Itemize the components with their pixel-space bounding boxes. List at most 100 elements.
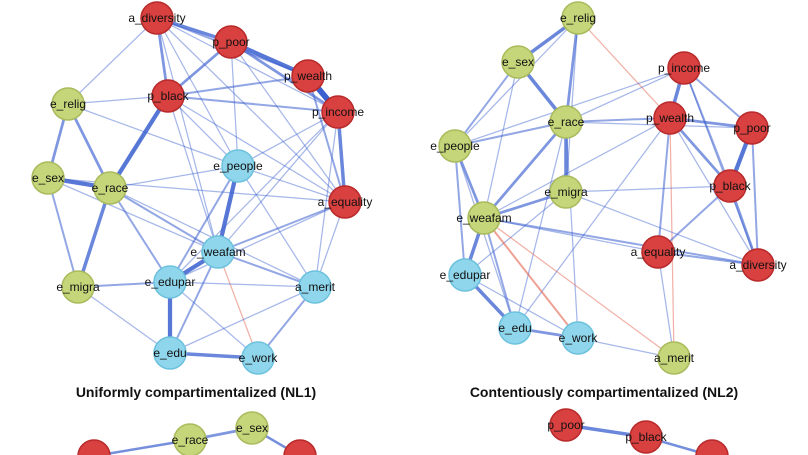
node-label: e_work (239, 351, 279, 365)
node-circle (735, 111, 769, 145)
node-cut-off (283, 439, 317, 455)
edge-e_weafam-e_edu (483, 217, 516, 329)
node-circle (201, 235, 235, 269)
edge-p_black-e_race (107, 93, 171, 191)
node-layer: e_race e_sex (77, 411, 317, 455)
caption-nl1: Uniformly compartimentalized (NL1) (76, 384, 316, 400)
node-label: e_migra (544, 185, 588, 199)
node-e-migra: e_migra (56, 270, 100, 304)
edge-e_migra-e_edupar (464, 191, 567, 276)
node-e-work: e_work (559, 321, 598, 355)
node-e-people: e_people (213, 149, 263, 183)
edge-e_people-e_edupar (454, 145, 466, 276)
node-label: p_black (709, 179, 751, 193)
node-label: e_sex (32, 171, 64, 185)
edge-e_race-e_edupar (109, 187, 171, 283)
node-a-merit: a_merit (654, 341, 695, 375)
node-circle (140, 1, 174, 35)
edge-e_migra-e_edu (77, 286, 171, 354)
node-e-relig: e_relig (560, 1, 596, 35)
node-circle (498, 311, 532, 345)
node-circle (328, 185, 362, 219)
node-circle (653, 101, 687, 135)
node-circle (561, 321, 595, 355)
node-circle (657, 341, 691, 375)
edge-e_edupar-e_work (169, 281, 259, 359)
edge-p_income-e_people (237, 111, 339, 167)
node-p-wealth: p_wealth (646, 101, 694, 135)
node-label: p_income (658, 61, 710, 75)
node-circle (241, 341, 275, 375)
node-e-edupar: e_edupar (440, 258, 490, 292)
edge-p_black-e_migra (565, 185, 731, 193)
node-cut-off (695, 439, 729, 455)
node-e-edu: e_edu (498, 311, 532, 345)
node-circle (667, 51, 701, 85)
node-circle (501, 45, 535, 79)
node-circle (561, 1, 595, 35)
node-circle (235, 411, 269, 445)
node-label: p_black (147, 89, 189, 103)
edge-p_income-p_black (683, 67, 731, 187)
node-a-diversity: a_diversity (128, 1, 186, 35)
edge-e_race-e_work (565, 121, 579, 339)
edge-e_sex-e_weafam (483, 61, 519, 219)
edge-p_poor-e_people (230, 41, 239, 167)
edge-p_wealth-a_equality (657, 117, 671, 253)
edge-e_sex-e_weafam (47, 177, 219, 253)
node-label: p_black (625, 430, 667, 444)
node-label: e_people (213, 159, 263, 173)
node-e-edupar: e_edupar (145, 265, 195, 299)
edge-e_edupar-e_work (464, 274, 579, 339)
node-circle (153, 336, 187, 370)
edge-p_wealth-e_weafam (483, 117, 671, 219)
edge-p_wealth-e_edu (514, 117, 671, 329)
node-circle (291, 59, 325, 93)
node-label: a_equality (318, 195, 373, 209)
edge-e_edu-a_merit (169, 286, 316, 354)
edge-a_equality-e_edupar (169, 201, 346, 283)
node-circle (221, 149, 255, 183)
edge-e_weafam-a_merit (483, 217, 675, 359)
node-cut-off (77, 439, 111, 455)
node-label: a_equality (631, 245, 686, 259)
node-label: a_merit (295, 280, 336, 294)
node-circle (151, 79, 185, 113)
network-panel-nl3-partial: e_race e_sex (77, 411, 317, 455)
node-layer: e_relig e_sex p_income p_wealth p_poor e_race… (430, 1, 787, 375)
edge-p_wealth-a_equality (307, 75, 346, 203)
network-panel-nl2: e_relig e_sex p_income p_wealth p_poor e_race… (430, 1, 787, 375)
node-label: e_sex (502, 55, 534, 69)
edge-p_wealth-e_race (565, 117, 671, 123)
node-p-income: p_income (658, 51, 710, 85)
node-circle (641, 235, 675, 269)
node-circle (153, 265, 187, 299)
node-circle (549, 175, 583, 209)
node-e-weafam: e_weafam (190, 235, 246, 269)
node-a-merit: a_merit (295, 270, 336, 304)
node-label: e_relig (50, 97, 86, 111)
node-label: a_diversity (128, 11, 185, 25)
edge-p_income-e_weafam (217, 111, 339, 253)
edge-a_diversity-p_income (156, 17, 339, 113)
edge-p_wealth-p_black (167, 75, 309, 97)
node-e-migra: e_migra (544, 175, 588, 209)
edge-a_diversity-e_weafam (156, 17, 219, 253)
edge-a_equality-a_merit (657, 251, 675, 359)
edge-e_race-e_weafam (109, 187, 219, 253)
edge-a_diversity-e_relig (67, 17, 158, 105)
edge-p_income-a_merit (314, 111, 339, 288)
node-circle (51, 87, 85, 121)
edge-e_race-e_weafam (482, 120, 568, 220)
node-a-diversity: a_diversity (729, 248, 787, 282)
edge-e_people-e_edu (454, 145, 516, 329)
edge-e_weafam-e_work (217, 251, 259, 359)
edge-a_diversity-a_equality (156, 17, 346, 203)
edge-e_sex-e_people (454, 61, 519, 147)
edge-p_poor-a_diversity (751, 127, 759, 266)
network-panel-nl1: a_diversity p_poor p_wealth p_black p_income… (31, 1, 373, 375)
edge-a_equality-a_diversity (657, 251, 759, 266)
node-e-sex: e_sex (31, 161, 65, 195)
node-circle (61, 270, 95, 304)
node-e-work: e_work (239, 341, 279, 375)
